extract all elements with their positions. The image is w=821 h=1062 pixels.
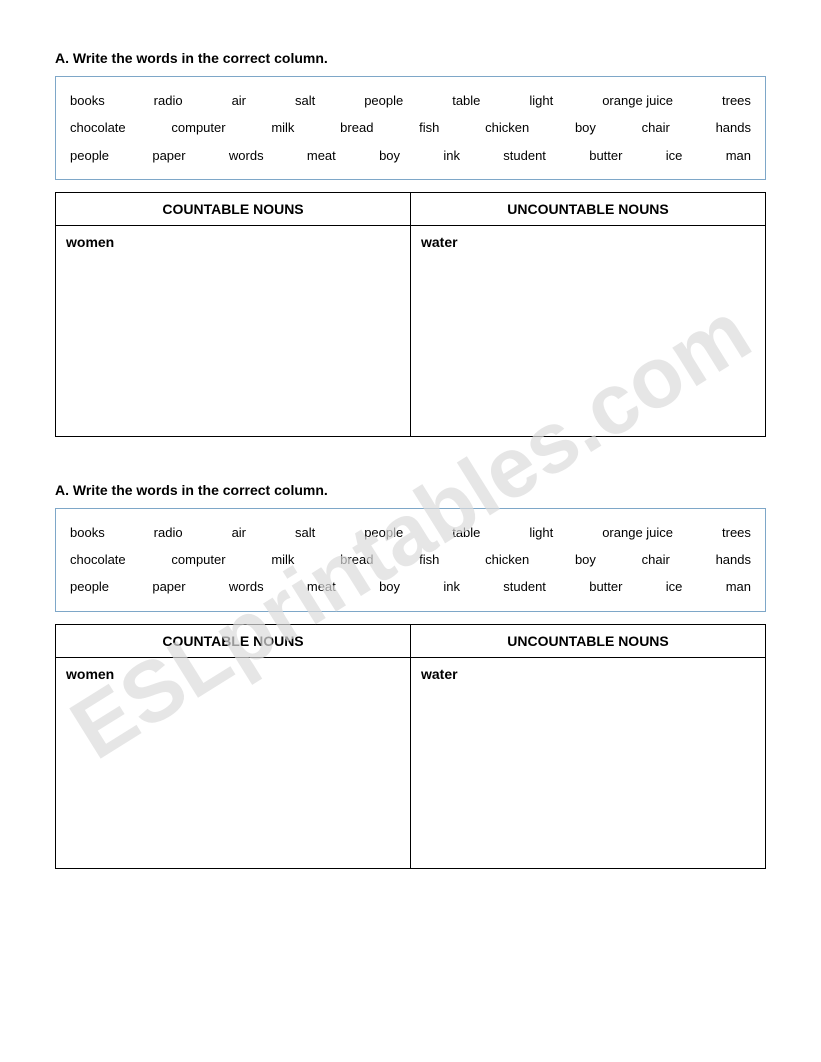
word-item: chocolate [70,114,126,141]
word-item: radio [154,519,183,546]
column-header-countable: COUNTABLE NOUNS [56,625,411,657]
word-item: boy [379,573,400,600]
word-item: milk [271,546,294,573]
word-item: people [364,519,403,546]
instruction-text: A. Write the words in the correct column… [55,482,766,498]
word-item: people [70,573,109,600]
word-bank: books radio air salt people table light … [55,508,766,612]
word-item: people [364,87,403,114]
worksheet-section-1: A. Write the words in the correct column… [55,50,766,437]
word-item: fish [419,114,439,141]
word-item: bread [340,114,373,141]
table-body-row: women water [56,658,765,868]
word-item: computer [171,114,225,141]
word-item: words [229,573,264,600]
word-item: chocolate [70,546,126,573]
word-item: man [726,142,751,169]
word-row: books radio air salt people table light … [70,87,751,114]
word-item: ice [666,142,683,169]
word-item: chair [642,114,670,141]
noun-table: COUNTABLE NOUNS UNCOUNTABLE NOUNS women … [55,624,766,869]
word-item: ink [443,142,460,169]
uncountable-cell: water [411,658,765,868]
word-item: bread [340,546,373,573]
word-item: orange juice [602,519,673,546]
word-row: people paper words meat boy ink student … [70,142,751,169]
word-bank: books radio air salt people table light … [55,76,766,180]
word-item: table [452,519,480,546]
column-header-uncountable: UNCOUNTABLE NOUNS [411,625,765,657]
word-item: milk [271,114,294,141]
word-item: paper [152,573,185,600]
word-item: hands [716,546,751,573]
word-item: butter [589,573,622,600]
column-header-uncountable: UNCOUNTABLE NOUNS [411,193,765,225]
word-item: chicken [485,114,529,141]
table-body-row: women water [56,226,765,436]
uncountable-cell: water [411,226,765,436]
word-item: people [70,142,109,169]
word-item: words [229,142,264,169]
word-item: meat [307,142,336,169]
word-item: chair [642,546,670,573]
word-item: light [529,519,553,546]
word-item: butter [589,142,622,169]
word-item: chicken [485,546,529,573]
table-header-row: COUNTABLE NOUNS UNCOUNTABLE NOUNS [56,193,765,226]
word-item: air [232,87,246,114]
noun-table: COUNTABLE NOUNS UNCOUNTABLE NOUNS women … [55,192,766,437]
word-item: books [70,519,105,546]
word-item: fish [419,546,439,573]
word-item: air [232,519,246,546]
word-item: man [726,573,751,600]
word-item: boy [379,142,400,169]
worksheet-section-2: A. Write the words in the correct column… [55,482,766,869]
word-item: ice [666,573,683,600]
word-item: light [529,87,553,114]
word-item: paper [152,142,185,169]
countable-cell: women [56,658,411,868]
countable-cell: women [56,226,411,436]
instruction-text: A. Write the words in the correct column… [55,50,766,66]
column-header-countable: COUNTABLE NOUNS [56,193,411,225]
word-row: people paper words meat boy ink student … [70,573,751,600]
word-item: salt [295,87,315,114]
word-item: table [452,87,480,114]
word-item: ink [443,573,460,600]
word-row: books radio air salt people table light … [70,519,751,546]
word-item: books [70,87,105,114]
word-item: radio [154,87,183,114]
word-item: student [503,573,546,600]
word-item: computer [171,546,225,573]
word-item: boy [575,114,596,141]
word-item: boy [575,546,596,573]
table-header-row: COUNTABLE NOUNS UNCOUNTABLE NOUNS [56,625,765,658]
word-item: trees [722,519,751,546]
word-item: hands [716,114,751,141]
word-item: orange juice [602,87,673,114]
word-item: salt [295,519,315,546]
word-row: chocolate computer milk bread fish chick… [70,546,751,573]
word-row: chocolate computer milk bread fish chick… [70,114,751,141]
word-item: student [503,142,546,169]
word-item: meat [307,573,336,600]
word-item: trees [722,87,751,114]
